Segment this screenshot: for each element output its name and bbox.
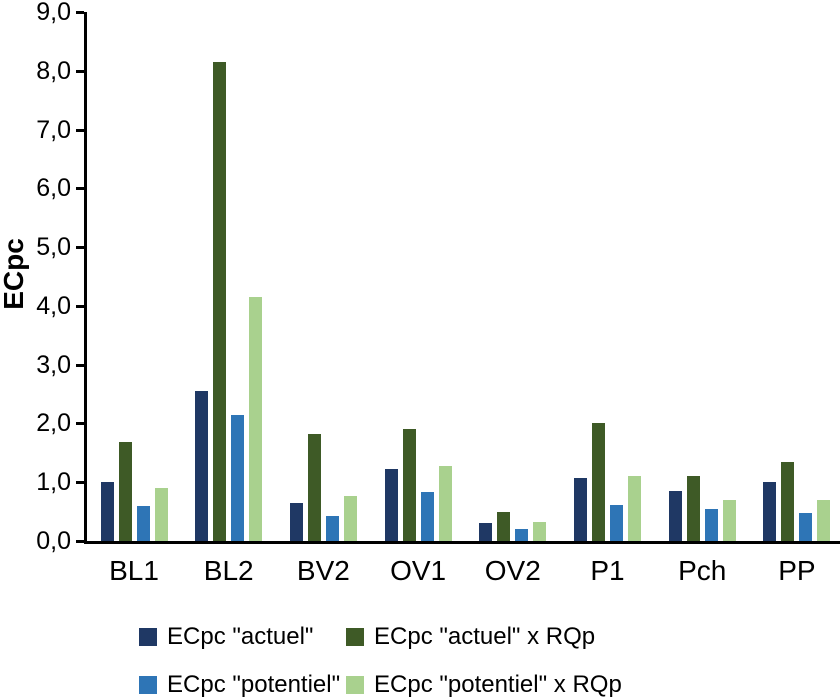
bar-BV2-s2 <box>325 515 339 541</box>
bar-Pch-s3 <box>722 499 736 541</box>
x-tick-label-BL2: BL2 <box>203 555 254 586</box>
bar-PP-s0 <box>763 482 777 541</box>
bar-OV1-s1 <box>402 429 416 541</box>
bar-Pch-s1 <box>686 476 700 541</box>
bar-P1-s1 <box>592 423 605 541</box>
bar-BL1-s1 <box>118 442 132 541</box>
y-tick <box>76 69 84 73</box>
y-tick <box>76 187 84 191</box>
y-tick <box>76 128 84 132</box>
legend-swatch-actuel-x-rqp <box>346 627 364 646</box>
x-tick-label-OV2: OV2 <box>484 555 541 586</box>
bar-P1-s3 <box>628 476 641 541</box>
bar-PP-s3 <box>817 499 831 541</box>
y-tick-label: 7,0 <box>36 115 71 144</box>
bar-OV1-s3 <box>438 465 452 541</box>
x-tick-label-Pch: Pch <box>678 555 727 586</box>
y-tick-label: 8,0 <box>36 56 71 85</box>
y-tick <box>76 304 84 308</box>
legend-label-actuel-x-rqp: ECpc "actuel" x RQp <box>374 622 596 650</box>
bar-OV2-s3 <box>533 522 547 541</box>
legend-item-potentiel: ECpc "potentiel" <box>139 670 346 698</box>
bar-BL1-s0 <box>100 482 114 541</box>
y-tick <box>76 481 84 485</box>
y-tick-label: 4,0 <box>36 291 71 320</box>
y-tick <box>76 540 84 543</box>
x-tick-label-OV1: OV1 <box>390 555 447 586</box>
x-tick-label-P1: P1 <box>590 555 625 586</box>
bar-BL2-s0 <box>195 391 209 541</box>
x-tick-label-BL1: BL1 <box>109 555 159 586</box>
y-tick <box>76 246 84 250</box>
bar-BL2-s1 <box>213 61 227 541</box>
bar-BV2-s1 <box>307 434 321 541</box>
legend: ECpc "actuel" ECpc "actuel" x RQp ECpc "… <box>139 622 622 698</box>
bar-BV2-s0 <box>289 502 303 541</box>
y-tick-label: 9,0 <box>36 0 71 26</box>
y-tick-label: 5,0 <box>36 233 71 262</box>
bar-OV2-s1 <box>497 511 511 541</box>
bar-OV2-s2 <box>515 528 529 541</box>
bar-OV1-s0 <box>384 468 398 541</box>
bar-BV2-s3 <box>343 495 357 541</box>
legend-item-potentiel-x-rqp: ECpc "potentiel" x RQp <box>346 670 622 698</box>
legend-item-actuel: ECpc "actuel" <box>139 622 346 650</box>
y-tick-label: 1,0 <box>36 468 71 497</box>
y-tick-label: 3,0 <box>36 350 71 379</box>
bar-BL2-s3 <box>249 297 263 541</box>
bar-BL1-s3 <box>154 488 168 541</box>
y-tick-label: 0,0 <box>36 527 71 555</box>
y-tick <box>76 11 84 14</box>
x-tick-label-PP: PP <box>778 555 816 586</box>
bar-BL1-s2 <box>136 505 150 541</box>
bar-PP-s1 <box>781 461 795 541</box>
legend-label-potentiel: ECpc "potentiel" <box>167 670 341 698</box>
y-tick-label: 2,0 <box>36 409 71 438</box>
bar-OV2-s0 <box>479 523 493 541</box>
x-axis-line <box>84 541 840 544</box>
bar-Pch-s0 <box>668 491 682 541</box>
y-axis-line <box>84 12 87 544</box>
x-tick-label-BV2: BV2 <box>296 555 350 586</box>
y-tick <box>76 363 84 367</box>
y-tick <box>76 422 84 426</box>
legend-item-actuel-x-rqp: ECpc "actuel" x RQp <box>346 622 622 650</box>
legend-swatch-potentiel-x-rqp <box>346 675 364 694</box>
bar-Pch-s2 <box>704 508 718 541</box>
legend-label-actuel: ECpc "actuel" <box>167 622 314 650</box>
legend-label-potentiel-x-rqp: ECpc "potentiel" x RQp <box>374 670 622 698</box>
bar-P1-s2 <box>610 504 623 541</box>
bar-P1-s0 <box>574 477 587 541</box>
legend-swatch-actuel <box>139 627 157 646</box>
y-tick-label: 6,0 <box>36 174 71 203</box>
bar-BL2-s2 <box>231 414 245 541</box>
bar-PP-s2 <box>799 512 813 541</box>
bar-OV1-s2 <box>420 492 434 541</box>
legend-swatch-potentiel <box>139 675 157 694</box>
